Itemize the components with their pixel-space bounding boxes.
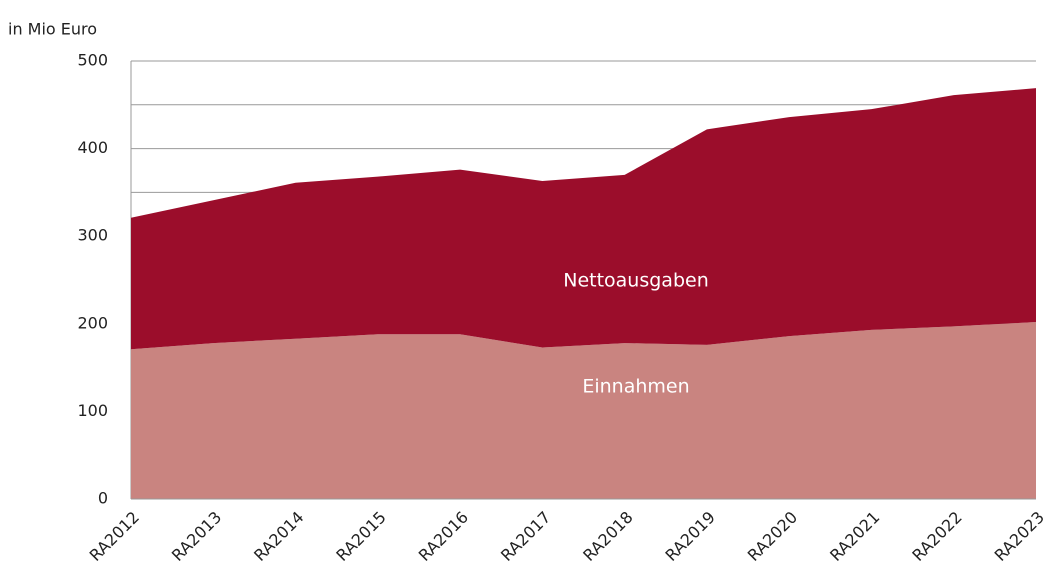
x-tick-label: RA2021 [826,508,883,565]
x-tick-label: RA2022 [908,508,965,565]
x-tick-label: RA2012 [86,508,143,565]
y-tick-label: 300 [77,226,108,245]
y-tick-label: 0 [98,489,108,508]
y-tick-label: 400 [77,138,108,157]
y-tick-label: 200 [77,313,108,332]
x-tick-label: RA2016 [415,508,472,565]
x-tick-label: RA2017 [497,508,554,565]
y-tick-label: 100 [77,401,108,420]
x-tick-label: RA2014 [250,508,307,565]
series-label: Einnahmen [582,376,689,398]
y-axis-label: in Mio Euro [8,20,97,39]
x-tick-label: RA2019 [662,508,719,565]
area [131,88,1036,350]
x-tick-label: RA2020 [744,508,801,565]
series-label: Nettoausgaben [563,270,709,292]
x-tick-label: RA2013 [168,508,225,565]
x-tick-label: RA2015 [332,508,389,565]
x-tick-label: RA2018 [579,508,636,565]
x-tick-label: RA2023 [991,508,1048,565]
y-tick-label: 500 [77,51,108,70]
area [131,322,1036,499]
